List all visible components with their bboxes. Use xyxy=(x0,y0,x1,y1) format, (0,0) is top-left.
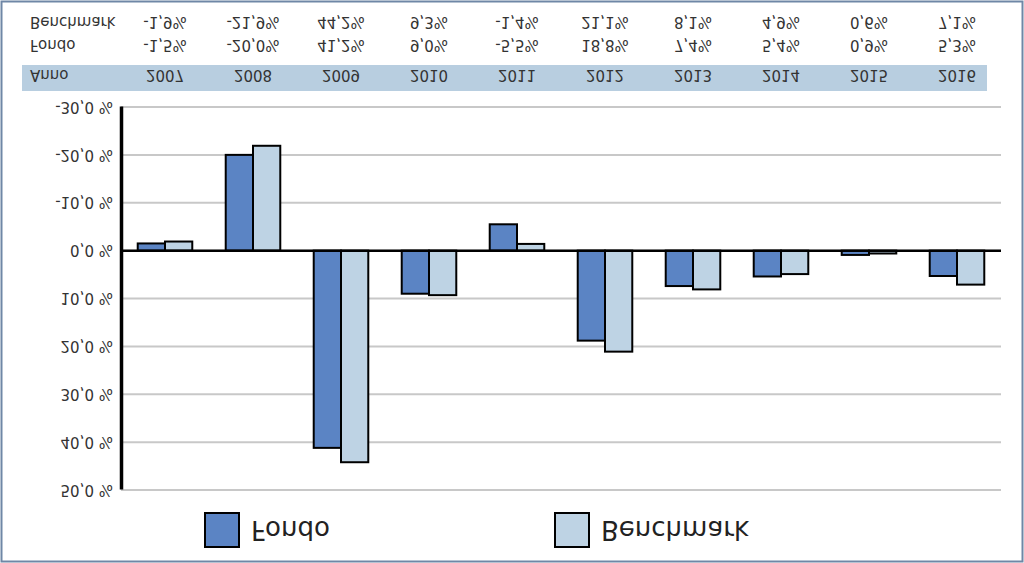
table-header-band xyxy=(22,65,987,91)
legend-swatch xyxy=(555,513,589,547)
tick: 0,0 % xyxy=(70,241,121,259)
bar xyxy=(226,155,253,251)
legend-swatch xyxy=(205,513,239,547)
grid-line xyxy=(121,106,1001,108)
bar xyxy=(490,224,517,250)
bar xyxy=(693,251,720,290)
table-row-label: Benchmark xyxy=(30,13,116,31)
zero-line xyxy=(121,249,1001,252)
tick: 40,0 % xyxy=(61,433,121,451)
grid-line xyxy=(121,345,1001,347)
value-label: 5,4% xyxy=(762,36,800,54)
grid-line xyxy=(121,393,1001,395)
grid-line xyxy=(121,489,1001,491)
x-label: 2008 xyxy=(234,66,272,84)
x-label: 2007 xyxy=(146,66,184,84)
value-label: 0,6% xyxy=(850,13,888,31)
legend: Fondo Benchmark xyxy=(205,513,749,547)
tick-label: 40,0 % xyxy=(61,433,113,451)
value-label: 4,9% xyxy=(762,13,800,31)
series-bars xyxy=(165,146,984,462)
bar xyxy=(165,242,192,251)
bar xyxy=(605,251,632,352)
value-label: 18,8% xyxy=(581,36,629,54)
value-row: -1,9% -21,9% 44,2% 9,3% -1,4% 21,1% 8,1% 4,9% 0,… xyxy=(143,13,976,31)
x-label: 2015 xyxy=(850,66,888,84)
value-label: 7,1% xyxy=(938,13,976,31)
x-label: 2010 xyxy=(410,66,448,84)
tick: -30,0 % xyxy=(55,98,121,116)
tick: -10,0 % xyxy=(55,193,121,211)
value-label: -5,5% xyxy=(495,36,539,54)
value-label: -1,9% xyxy=(143,13,187,31)
x-label: 2013 xyxy=(674,66,712,84)
x-label: 2012 xyxy=(586,66,624,84)
value-label: 5,3% xyxy=(938,36,976,54)
legend-label: Fondo xyxy=(251,515,330,545)
tick-label: 0,0 % xyxy=(70,241,113,259)
value-label: 9,0% xyxy=(410,36,448,54)
value-label: 0,9% xyxy=(850,36,888,54)
value-label: -20,0% xyxy=(226,36,279,54)
value-label: 44,2% xyxy=(317,13,365,31)
tick: -20,0 % xyxy=(55,146,121,164)
chart: -30,0 % -20,0 % -10,0 % 0,0 % 10,0 % 20,0 % 30… xyxy=(0,0,1024,563)
axis-line xyxy=(120,107,124,490)
grid xyxy=(121,107,1001,490)
grid-line xyxy=(121,298,1001,300)
x-labels: 2007 2008 2009 2010 2011 2012 2013 2014 2015 2016 xyxy=(146,66,976,84)
bar xyxy=(781,251,808,274)
tick: 30,0 % xyxy=(61,385,121,403)
tick: 10,0 % xyxy=(61,289,121,307)
bars xyxy=(138,146,985,462)
x-label: 2016 xyxy=(938,66,976,84)
tick-label: 10,0 % xyxy=(61,289,113,307)
bar xyxy=(578,251,605,341)
bar xyxy=(754,251,781,277)
bar xyxy=(253,146,280,251)
tick-label: -20,0 % xyxy=(55,146,113,164)
bar xyxy=(341,251,368,463)
tick: 20,0 % xyxy=(61,337,121,355)
bar xyxy=(957,251,984,285)
value-label: 7,4% xyxy=(674,36,712,54)
value-label: -1,4% xyxy=(495,13,539,31)
table-row-label: Fondo xyxy=(30,36,75,54)
tick-label: 20,0 % xyxy=(61,337,113,355)
grid-line xyxy=(121,441,1001,443)
value-label: -21,9% xyxy=(226,13,279,31)
value-label: 21,1% xyxy=(581,13,629,31)
value-row: -1,5% -20,0% 41,2% 9,0% -5,5% 18,8% 7,4% 5,4% 0,… xyxy=(143,36,976,54)
grid-line xyxy=(121,250,1001,252)
value-label: -1,5% xyxy=(143,36,187,54)
flipped-chart: -30,0 % -20,0 % -10,0 % 0,0 % 10,0 % 20,0 % 30… xyxy=(22,13,1001,547)
x-label: 2009 xyxy=(322,66,360,84)
frame xyxy=(2,2,1023,562)
tick: 50,0 % xyxy=(61,481,121,499)
value-label: 9,3% xyxy=(410,13,448,31)
x-label: 2011 xyxy=(498,66,536,84)
data-table: Anno 2007 2008 2009 2010 2011 2012 2013 2014 2015… xyxy=(22,13,987,91)
tick-label: 30,0 % xyxy=(61,385,113,403)
bar xyxy=(314,251,341,448)
bar xyxy=(429,251,456,296)
table-row-label: Anno xyxy=(30,66,68,84)
value-label: 8,1% xyxy=(674,13,712,31)
y-axis: -30,0 % -20,0 % -10,0 % 0,0 % 10,0 % 20,0 % 30… xyxy=(55,98,121,499)
value-label: 41,2% xyxy=(317,36,365,54)
tick-label: -30,0 % xyxy=(55,98,113,116)
bar xyxy=(930,251,957,276)
x-label: 2014 xyxy=(762,66,800,84)
legend-label: Benchmark xyxy=(601,515,749,545)
tick-label: -10,0 % xyxy=(55,193,113,211)
tick-label: 50,0 % xyxy=(61,481,113,499)
bar xyxy=(666,251,693,286)
bar xyxy=(402,251,429,294)
